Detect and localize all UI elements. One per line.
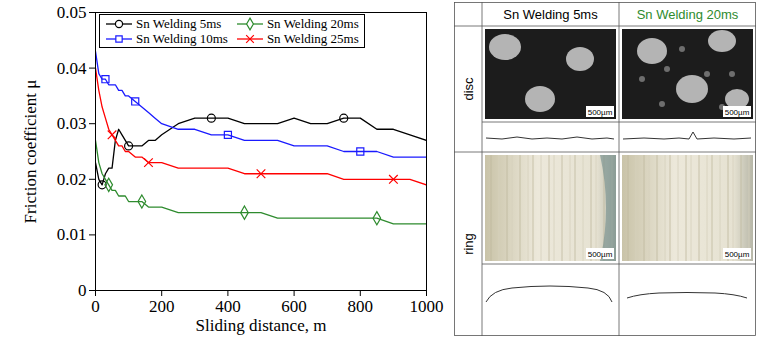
svg-text:0.01: 0.01: [57, 225, 87, 244]
svg-text:0: 0: [91, 297, 100, 316]
svg-text:600: 600: [281, 297, 307, 316]
svg-text:500µm: 500µm: [725, 108, 750, 117]
svg-text:disc: disc: [461, 77, 476, 101]
svg-text:0.05: 0.05: [57, 3, 87, 22]
svg-text:400: 400: [215, 297, 241, 316]
svg-text:Sn Welding 5ms: Sn Welding 5ms: [503, 7, 598, 22]
html-text:Sn Welding 25ms: Sn Welding 25ms: [266, 30, 359, 46]
svg-text:Friction coefficient μ: Friction coefficient μ: [21, 80, 40, 224]
svg-text:0.03: 0.03: [57, 114, 87, 133]
svg-text:0: 0: [78, 281, 87, 300]
svg-text:1000: 1000: [410, 297, 444, 316]
svg-text:200: 200: [149, 297, 175, 316]
html-text:Sn Welding 20ms: Sn Welding 20ms: [266, 15, 359, 31]
svg-text:500µm: 500µm: [588, 108, 613, 117]
svg-text:800: 800: [348, 297, 374, 316]
svg-text:Sliding distance, m: Sliding distance, m: [196, 316, 327, 335]
svg-text:500µm: 500µm: [725, 250, 750, 259]
html-text:Sn Welding 5ms: Sn Welding 5ms: [136, 15, 222, 31]
svg-text:0.04: 0.04: [57, 59, 87, 78]
svg-text:0.02: 0.02: [57, 170, 87, 189]
svg-text:ring: ring: [461, 233, 476, 255]
svg-text:Sn Welding 20ms: Sn Welding 20ms: [637, 7, 739, 22]
svg-text:500µm: 500µm: [588, 250, 613, 259]
html-text:Sn Welding 10ms: Sn Welding 10ms: [136, 30, 228, 46]
